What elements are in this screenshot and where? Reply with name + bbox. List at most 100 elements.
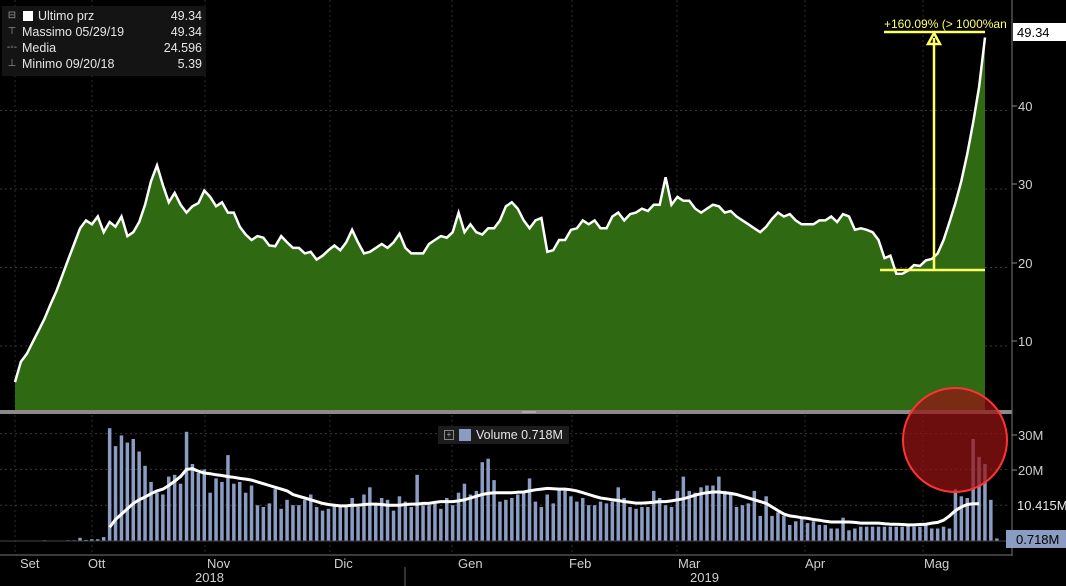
price-tick-label: 40: [1018, 99, 1032, 114]
volume-bar: [344, 507, 348, 541]
volume-bar: [527, 478, 532, 541]
volume-bar: [989, 499, 993, 541]
volume-bar: [338, 507, 342, 541]
volume-bar: [557, 489, 561, 541]
axes: 10 20 30 40 20M 30M Set Ott Nov Dic Gen Feb Mar Apr Ma…: [20, 23, 1066, 585]
volume-bar: [788, 524, 792, 541]
expand-icon[interactable]: +: [444, 430, 454, 440]
volume-bar: [208, 492, 212, 541]
change-annotation-text: +160.09% (> 1000%an: [884, 17, 1007, 31]
volume-bar: [137, 451, 141, 541]
price-legend: ⊟ Ultimo prz 49.34 ⊤ Massimo 05/29/19 49.3…: [2, 6, 206, 76]
month-label: Nov: [207, 556, 231, 571]
volume-bar: [113, 446, 118, 541]
performance-annotation: +160.09% (> 1000%an: [880, 17, 1008, 493]
volume-bar: [480, 462, 484, 541]
volume-bar: [930, 528, 934, 541]
volume-bar: [516, 494, 520, 541]
volume-bar: [415, 474, 419, 541]
year-label: 2018: [195, 570, 224, 585]
volume-bar: [427, 505, 431, 541]
volume-bar: [101, 537, 106, 541]
volume-bar: [770, 515, 774, 541]
volume-bar: [782, 515, 786, 541]
volume-bar: [309, 494, 313, 541]
volume-bar: [859, 526, 863, 541]
volume-bar: [178, 483, 183, 541]
volume-bar: [320, 510, 325, 541]
price-tick-label: 20: [1018, 256, 1032, 271]
volume-bar: [947, 528, 952, 541]
month-label: Mar: [678, 556, 701, 571]
volume-bar: [107, 428, 112, 541]
volume-bar: [167, 476, 171, 541]
volume-bar: [462, 483, 467, 541]
volume-bar: [362, 494, 366, 541]
volume-bar: [439, 508, 443, 541]
low-marker-icon: ⊥: [7, 58, 17, 69]
volume-bar: [983, 464, 987, 541]
volume-tick-label: 30M: [1018, 428, 1043, 443]
volume-bars: [13, 428, 999, 542]
volume-bar: [894, 526, 898, 541]
volume-bar: [149, 481, 153, 541]
volume-bar: [604, 503, 609, 541]
volume-bar: [699, 487, 703, 541]
price-tick-label: 30: [1018, 177, 1032, 192]
month-label: Ott: [88, 556, 106, 571]
year-label: 2019: [690, 570, 719, 585]
volume-bar: [918, 526, 922, 541]
collapse-icon[interactable]: ⊟: [7, 10, 17, 21]
last-price-tag: 49.34: [1017, 25, 1050, 40]
month-label: Mag: [924, 556, 949, 571]
volume-bar: [847, 530, 851, 541]
volume-bar: [545, 494, 549, 541]
volume-bar: [581, 498, 585, 541]
change-arrow-head: [925, 30, 943, 46]
volume-bar: [551, 503, 555, 541]
volume-bar: [214, 478, 218, 541]
volume-bar: [717, 476, 721, 541]
volume-bar: [368, 487, 372, 541]
volume-bar: [882, 526, 887, 541]
white-square-icon: [23, 11, 33, 21]
volume-bar: [486, 458, 490, 541]
volume-bar: [267, 503, 272, 541]
volume-bar: [941, 526, 946, 541]
volume-bar: [622, 498, 626, 541]
vol-tag: 0.718M: [1016, 532, 1059, 547]
volume-bar: [705, 485, 709, 541]
volume-bar: [876, 526, 881, 541]
volume-bar: [196, 473, 201, 541]
volume-tick-label: 20M: [1018, 463, 1043, 478]
volume-bar: [243, 492, 248, 541]
volume-bar: [906, 524, 910, 541]
volume-bar: [521, 492, 526, 541]
volume-bar: [172, 474, 177, 541]
volume-bar: [374, 505, 378, 541]
volume-bar: [829, 528, 833, 541]
volume-bar: [314, 507, 319, 541]
volume-bar: [971, 439, 975, 541]
high-marker-icon: ⊤: [7, 26, 17, 37]
volume-bar: [563, 489, 567, 541]
volume-bar: [303, 499, 307, 541]
volume-bar: [450, 505, 455, 541]
volume-bar: [776, 512, 780, 541]
legend-row-avg: -◦- Media 24.596: [6, 41, 202, 55]
volume-bar: [184, 431, 189, 541]
volume-bar: [78, 537, 82, 541]
vol-ma-tag: 10.415M: [1017, 498, 1066, 513]
volume-bar: [350, 498, 354, 541]
volume-bar: [220, 481, 224, 541]
month-label: Gen: [458, 556, 483, 571]
volume-bar: [575, 501, 579, 541]
volume-bar: [888, 526, 893, 541]
volume-bar: [385, 499, 390, 541]
volume-bar: [740, 505, 745, 541]
volume-bar: [226, 455, 230, 541]
last-price-tag-box: [1013, 23, 1066, 41]
volume-bar: [391, 510, 396, 541]
price-area: [15, 37, 985, 410]
